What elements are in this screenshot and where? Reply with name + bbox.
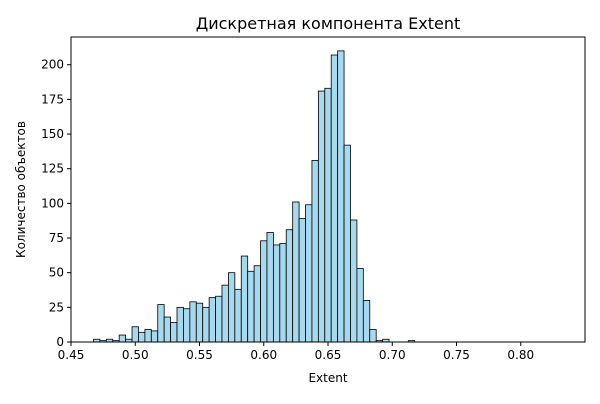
histogram-bar xyxy=(138,331,146,343)
histogram-bar xyxy=(317,90,326,343)
histogram-bar xyxy=(247,270,255,343)
histogram-bar xyxy=(356,268,364,343)
y-tick-label: 0 xyxy=(56,335,64,349)
histogram-bar xyxy=(157,304,165,343)
y-axis-label: Количество объектов xyxy=(14,121,28,258)
histogram-bar xyxy=(292,201,300,343)
x-tick-label: 0.70 xyxy=(379,348,406,362)
y-tick-label: 50 xyxy=(49,266,64,280)
ticks-layer: 0.45 0.50 0.55 0.60 0.65 0.70 0.75 0.80 0 25 50 75 1… xyxy=(41,58,534,362)
histogram-bar xyxy=(253,265,261,343)
histogram-bar xyxy=(118,334,127,343)
histogram-bar xyxy=(324,87,332,343)
histogram-bar xyxy=(279,243,287,343)
histogram-bar xyxy=(208,297,216,343)
histogram-bar xyxy=(131,326,139,343)
y-tick-label: 100 xyxy=(41,196,64,210)
histogram-bar xyxy=(202,306,210,343)
histogram-bar xyxy=(163,316,171,343)
x-tick-label: 0.60 xyxy=(250,348,277,362)
y-tick-label: 125 xyxy=(41,162,64,176)
histogram-bar xyxy=(215,295,223,343)
histogram-bar xyxy=(305,204,313,343)
histogram-bar xyxy=(170,322,178,343)
chart-title: Дискретная компонента Extent xyxy=(196,14,461,33)
histogram-bar xyxy=(272,244,281,343)
histogram-bar xyxy=(176,306,184,343)
y-tick-label: 75 xyxy=(49,231,64,245)
x-tick-label: 0.80 xyxy=(507,348,534,362)
x-axis-label: Extent xyxy=(308,371,347,385)
histogram-bar xyxy=(234,288,242,343)
histogram-bar xyxy=(221,284,229,343)
histogram-bar xyxy=(144,329,152,343)
y-tick-label: 150 xyxy=(41,127,64,141)
y-tick-label: 200 xyxy=(41,58,64,72)
histogram-bar xyxy=(298,218,306,343)
histogram-bar xyxy=(189,301,197,343)
histogram-bar xyxy=(240,255,249,343)
histogram-bar xyxy=(150,330,159,343)
bars-layer xyxy=(93,50,416,343)
histogram-bar xyxy=(183,308,191,343)
x-tick-label: 0.75 xyxy=(443,348,470,362)
histogram-bar xyxy=(330,54,339,343)
histogram-bar xyxy=(260,240,268,343)
histogram-bar xyxy=(311,159,319,343)
x-tick-label: 0.55 xyxy=(186,348,213,362)
histogram-bar xyxy=(285,229,294,343)
histogram-bar xyxy=(195,302,204,343)
histogram-bar xyxy=(343,144,351,343)
y-tick-label: 25 xyxy=(49,300,64,314)
histogram-bar xyxy=(228,272,236,343)
histogram-bar xyxy=(369,329,377,343)
histogram-bar xyxy=(362,300,371,343)
x-tick-label: 0.45 xyxy=(58,348,85,362)
histogram-bar xyxy=(266,232,274,343)
x-tick-label: 0.50 xyxy=(122,348,149,362)
y-tick-label: 175 xyxy=(41,92,64,106)
x-tick-label: 0.65 xyxy=(315,348,342,362)
histogram-bar xyxy=(350,219,358,343)
histogram-bar xyxy=(337,50,345,343)
